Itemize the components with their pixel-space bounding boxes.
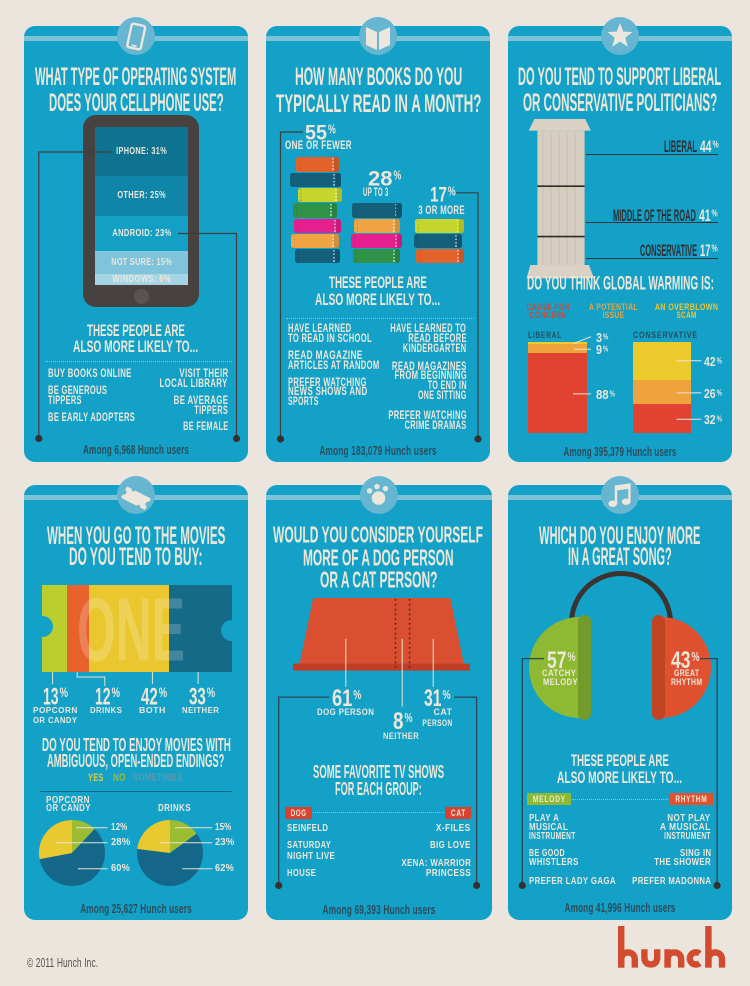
- svg-text:32: 32: [704, 413, 716, 427]
- svg-text:44: 44: [700, 138, 712, 156]
- svg-text:WHAT TYPE OF OPERATING SYSTEM: WHAT TYPE OF OPERATING SYSTEM: [35, 63, 236, 91]
- svg-text:THESE PEOPLE ARE: THESE PEOPLE ARE: [87, 321, 185, 340]
- svg-text:FOR EACH GROUP:: FOR EACH GROUP:: [335, 779, 422, 799]
- svg-text:%: %: [111, 685, 119, 700]
- svg-text:%: %: [712, 208, 718, 219]
- svg-text:%: %: [603, 332, 609, 342]
- svg-text:%: %: [404, 710, 412, 725]
- svg-text:57: 57: [547, 647, 567, 674]
- svg-text:%: %: [711, 244, 717, 255]
- svg-text:3: 3: [596, 331, 602, 345]
- svg-text:%: %: [603, 343, 609, 353]
- svg-text:HOW MANY BOOKS DO YOU: HOW MANY BOOKS DO YOU: [295, 63, 462, 91]
- svg-text:42: 42: [141, 683, 158, 710]
- svg-text:%: %: [328, 122, 336, 136]
- svg-text:IN A GREAT SONG?: IN A GREAT SONG?: [568, 543, 672, 571]
- svg-text:DO YOU THINK GLOBAL WARMING IS: DO YOU THINK GLOBAL WARMING IS:: [527, 274, 714, 295]
- svg-text:%: %: [158, 685, 166, 700]
- svg-text:43: 43: [671, 647, 691, 674]
- svg-text:61: 61: [332, 685, 352, 712]
- svg-text:WOULD YOU CONSIDER YOURSELF: WOULD YOU CONSIDER YOURSELF: [273, 522, 483, 548]
- svg-text:%: %: [691, 649, 699, 664]
- svg-text:AMBIGUOUS, OPEN-ENDED ENDINGS?: AMBIGUOUS, OPEN-ENDED ENDINGS?: [47, 750, 224, 771]
- svg-text:THESE PEOPLE ARE: THESE PEOPLE ARE: [571, 751, 669, 770]
- svg-text:%: %: [60, 685, 68, 700]
- svg-text:DO YOU TEND TO SUPPORT LIBERAL: DO YOU TEND TO SUPPORT LIBERAL: [518, 63, 721, 91]
- svg-text:%: %: [716, 355, 722, 365]
- svg-text:13: 13: [43, 683, 59, 710]
- svg-text:ALSO MORE LIKELY TO...: ALSO MORE LIKELY TO...: [73, 338, 198, 357]
- svg-text:%: %: [394, 168, 402, 182]
- svg-text:ONE: ONE: [77, 580, 185, 680]
- svg-text:DO YOU TEND TO BUY:: DO YOU TEND TO BUY:: [69, 543, 203, 571]
- svg-text:%: %: [610, 388, 616, 398]
- svg-text:MIDDLE OF THE ROAD: MIDDLE OF THE ROAD: [613, 206, 696, 224]
- svg-text:%: %: [567, 649, 575, 664]
- svg-text:MORE OF A DOG PERSON: MORE OF A DOG PERSON: [303, 544, 454, 570]
- svg-text:SOME FAVORITE TV SHOWS: SOME FAVORITE TV SHOWS: [313, 762, 444, 782]
- svg-text:28: 28: [368, 166, 393, 190]
- svg-text:%: %: [442, 687, 450, 702]
- svg-text:17: 17: [430, 182, 447, 206]
- svg-text:%: %: [353, 687, 361, 702]
- svg-text:33: 33: [189, 683, 206, 710]
- svg-text:ALSO MORE LIKELY TO...: ALSO MORE LIKELY TO...: [557, 768, 682, 787]
- svg-text:CONSERVATIVE: CONSERVATIVE: [640, 242, 697, 260]
- svg-text:ALSO MORE LIKELY TO...: ALSO MORE LIKELY TO...: [315, 290, 440, 309]
- svg-text:OR CONSERVATIVE POLITICIANS?: OR CONSERVATIVE POLITICIANS?: [523, 89, 717, 117]
- svg-text:41: 41: [699, 206, 711, 224]
- svg-text:%: %: [207, 685, 215, 700]
- svg-text:9: 9: [596, 343, 602, 357]
- svg-text:%: %: [713, 140, 719, 151]
- svg-text:%: %: [716, 414, 722, 424]
- svg-text:DO YOU TEND TO ENJOY MOVIES WI: DO YOU TEND TO ENJOY MOVIES WITH: [42, 734, 231, 755]
- svg-text:LIBERAL: LIBERAL: [664, 138, 697, 156]
- svg-text:88: 88: [596, 387, 609, 401]
- svg-text:17: 17: [700, 242, 711, 260]
- svg-text:THESE PEOPLE ARE: THESE PEOPLE ARE: [329, 274, 427, 293]
- svg-text:55: 55: [305, 120, 327, 144]
- svg-text:%: %: [447, 184, 455, 198]
- svg-text:12: 12: [95, 683, 111, 710]
- svg-text:42: 42: [704, 354, 716, 368]
- svg-text:31: 31: [424, 685, 442, 712]
- svg-text:DOES YOUR CELLPHONE USE?: DOES YOUR CELLPHONE USE?: [49, 89, 224, 117]
- svg-text:OR A CAT PERSON?: OR A CAT PERSON?: [320, 567, 438, 593]
- svg-text:WHEN YOU GO TO THE MOVIES: WHEN YOU GO TO THE MOVIES: [47, 522, 225, 550]
- svg-text:26: 26: [704, 387, 716, 401]
- svg-text:8: 8: [393, 708, 404, 735]
- svg-text:TYPICALLY READ IN A MONTH?: TYPICALLY READ IN A MONTH?: [276, 89, 482, 117]
- svg-text:%: %: [716, 387, 722, 397]
- svg-text:WHICH DO YOU ENJOY MORE: WHICH DO YOU ENJOY MORE: [539, 522, 700, 550]
